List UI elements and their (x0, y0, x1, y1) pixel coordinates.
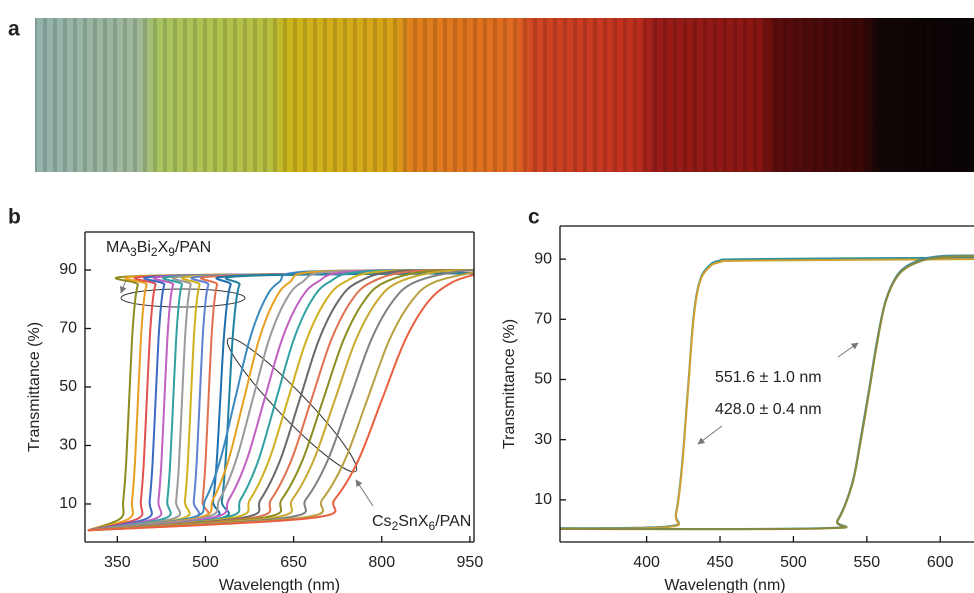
line-series (560, 254, 974, 530)
panel-label: a (8, 18, 20, 41)
line-series (87, 269, 474, 532)
annotation-text: /PAN (435, 513, 471, 530)
annotation-text: 428.0 ± 0.4 nm (715, 401, 822, 418)
x-tick-label: 950 (457, 554, 484, 571)
annotation-text: MA (106, 239, 130, 256)
y-tick-label: 30 (59, 437, 77, 454)
line-series (87, 269, 474, 532)
annotation-text: Cs (372, 513, 392, 530)
line-series (87, 269, 474, 532)
y-axis-title: Transmittance (%) (26, 322, 43, 452)
line-series (87, 269, 474, 532)
annotation-text: /PAN (175, 239, 211, 256)
chart: b 10 30 50 70 90 350 500 650 800 950 Wavelength (nm… (8, 206, 484, 593)
line-series (560, 258, 974, 530)
panel-label: c (528, 206, 540, 229)
annotation-subscript: 2 (392, 519, 399, 533)
x-tick-label: 350 (104, 554, 131, 571)
annotation-subscript: 3 (130, 245, 137, 259)
line-series (87, 269, 474, 532)
y-tick-label: 10 (534, 491, 552, 508)
y-tick-label: 10 (59, 495, 77, 512)
y-tick-label: 70 (534, 311, 552, 328)
annotation: MA3Bi2X9/PAN (106, 239, 211, 259)
series-group (560, 254, 974, 531)
y-tick-label: 50 (59, 378, 77, 395)
x-tick-label: 450 (707, 554, 734, 571)
annotation-text: Bi (137, 239, 151, 256)
line-series (87, 269, 474, 532)
x-tick-label: 650 (280, 554, 307, 571)
x-axis-title: Wavelength (nm) (219, 577, 340, 593)
x-tick-label: 800 (368, 554, 395, 571)
x-tick-label: 600 (927, 554, 954, 571)
line-series (87, 269, 474, 532)
annotation-text: SnX (398, 513, 429, 530)
annotation-text: 551.6 ± 1.0 nm (715, 369, 822, 386)
y-tick-label: 90 (534, 250, 552, 267)
annotation-text: X (158, 239, 169, 256)
line-series (87, 269, 474, 532)
line-series (87, 271, 474, 532)
annotation-subscript: 6 (429, 519, 436, 533)
x-axis-title: Wavelength (nm) (664, 577, 785, 593)
y-tick-label: 50 (534, 371, 552, 388)
line-series (87, 272, 474, 532)
annotation-subscript: 9 (168, 245, 175, 259)
y-tick-label: 30 (534, 431, 552, 448)
annotation: 551.6 ± 1.0 nm (715, 369, 822, 386)
line-series (560, 256, 974, 530)
y-tick-label: 90 (59, 261, 77, 278)
y-tick-label: 70 (59, 320, 77, 337)
annotation: 428.0 ± 0.4 nm (715, 401, 822, 418)
annotation-subscript: 2 (151, 245, 158, 259)
line-series (87, 269, 474, 532)
line-series (87, 273, 474, 532)
y-axis-title: Transmittance (%) (501, 319, 518, 449)
x-tick-label: 500 (192, 554, 219, 571)
x-tick-label: 400 (633, 554, 660, 571)
x-tick-label: 550 (853, 554, 880, 571)
annotation: Cs2SnX6/PAN (372, 513, 471, 533)
chart: c 10 30 50 70 90 400 450 500 550 600 Wavelength (nm… (501, 206, 974, 593)
panel-label: b (8, 206, 21, 229)
line-series (560, 255, 974, 531)
series-group (87, 269, 474, 532)
filter-photo (35, 18, 974, 172)
x-tick-label: 500 (780, 554, 807, 571)
line-series (87, 269, 474, 532)
